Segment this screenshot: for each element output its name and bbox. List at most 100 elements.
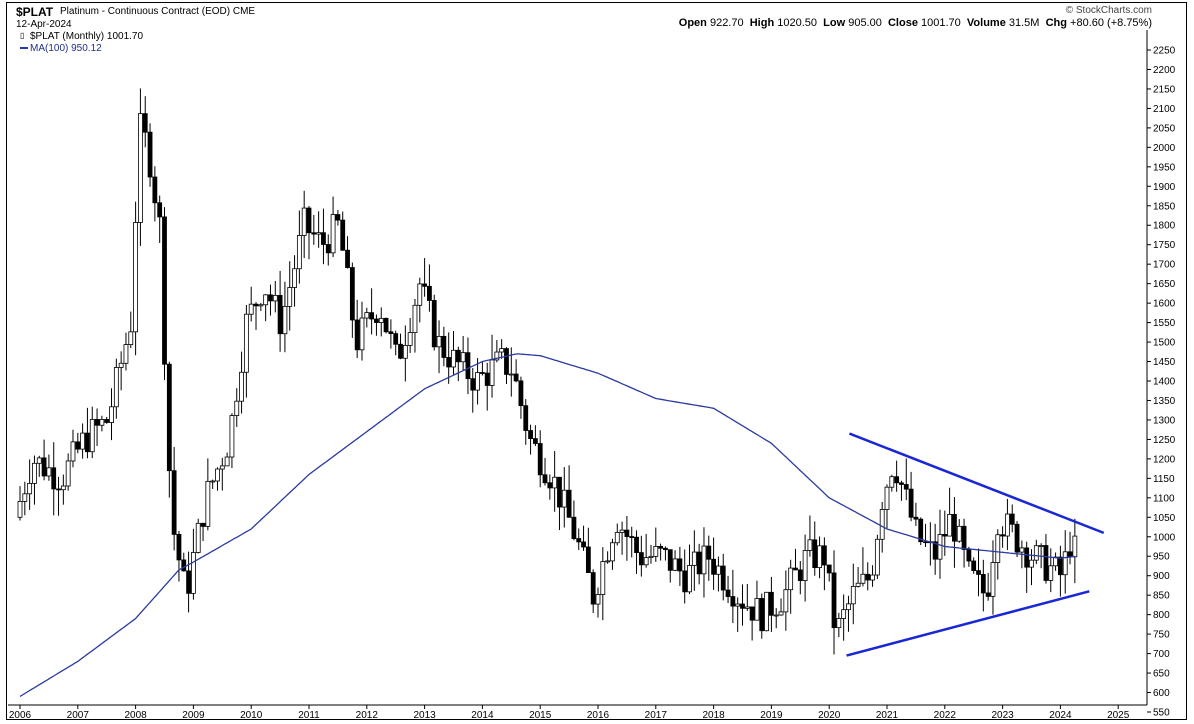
candle [773, 608, 779, 629]
candle [427, 264, 432, 312]
candle-body-up [990, 562, 996, 597]
candle [523, 399, 529, 445]
candle [918, 517, 924, 546]
candle [287, 261, 293, 331]
ma-line [19, 353, 1075, 697]
candle-body-down [865, 573, 871, 581]
candle-body-down [374, 318, 379, 323]
candles [17, 88, 1078, 655]
candle [826, 564, 832, 582]
candle [585, 527, 591, 573]
chart-frame [6, 2, 1187, 720]
candle-body-up [475, 372, 480, 391]
candle-body-down [104, 419, 110, 423]
candle-body-up [691, 551, 697, 566]
candle [629, 526, 635, 558]
candle-body-down [629, 536, 635, 538]
candle-body-up [778, 611, 784, 616]
candle-body-down [56, 488, 61, 491]
y-tick-label: 1800 [1153, 221, 1176, 232]
candle-body-up [436, 335, 442, 348]
candle-body-up [32, 462, 37, 484]
candle-body-up [499, 348, 505, 353]
chg-label: Chg [1045, 17, 1067, 29]
candle [797, 561, 803, 595]
candle-body-down [1024, 547, 1030, 568]
candle [821, 537, 827, 591]
source-credit: © StockCharts.com [1065, 5, 1152, 16]
candle-body-up [113, 367, 119, 408]
candle [65, 453, 71, 491]
x-tick-label: 2012 [356, 710, 379, 721]
candle-body-down [470, 378, 476, 391]
y-tick-label: 550 [1153, 708, 1170, 719]
candle [210, 479, 216, 489]
open-value: 922.70 [709, 17, 744, 29]
candle [272, 280, 278, 313]
candle-body-down [985, 592, 991, 597]
candle-body-up [947, 514, 953, 537]
y-tick-label: 1300 [1153, 415, 1176, 426]
candle [614, 523, 620, 546]
candle [696, 543, 702, 585]
candle [128, 311, 134, 349]
candle-body-down [585, 546, 591, 573]
candle-body-down [186, 570, 191, 594]
candle-body-up [1062, 551, 1068, 576]
y-tick-label: 1000 [1153, 532, 1176, 543]
candle [759, 593, 765, 639]
candle-body-up [60, 485, 66, 491]
candle-body-down [311, 232, 317, 235]
trendline-lower [846, 590, 1090, 657]
candle-body-up [783, 589, 789, 613]
candle [899, 480, 904, 501]
candle-body-up [889, 476, 895, 488]
candle [224, 452, 230, 467]
candle [195, 518, 201, 554]
y-tick-label: 1950 [1153, 162, 1176, 173]
candle-body-up [1048, 565, 1054, 581]
y-tick-label: 2000 [1153, 143, 1176, 154]
candle [990, 540, 996, 615]
candle [1072, 518, 1078, 584]
candle-body-up [243, 313, 249, 373]
candle-body-up [1005, 513, 1010, 537]
candle [831, 550, 837, 655]
x-tick-label: 2019 [760, 710, 783, 721]
candle-body-down [383, 317, 389, 333]
candle-body-down [51, 467, 57, 490]
candle [1043, 534, 1049, 584]
candle [345, 236, 350, 269]
candle [277, 270, 283, 352]
candle [817, 536, 822, 579]
candle [499, 339, 505, 359]
candle-body-down [682, 570, 688, 593]
high-value: 1020.50 [777, 17, 818, 29]
candle-body-down [446, 357, 452, 368]
candle-body-up [70, 441, 76, 462]
candle-body-down [1058, 556, 1063, 576]
candle-body-down [658, 546, 664, 549]
candle [735, 597, 741, 632]
candle-body-down [725, 589, 731, 597]
candle [27, 459, 33, 510]
candle-body-down [903, 484, 909, 490]
candle [504, 347, 509, 384]
candle [956, 519, 962, 543]
x-axis: 2006 2007 2008 2009 2010 2011 2012 2013 2014 2015… [8, 704, 1147, 721]
y-tick-label: 800 [1153, 610, 1170, 621]
candle [99, 415, 105, 432]
candle [200, 522, 206, 542]
candle-body-up [22, 493, 28, 502]
candle-body-down [157, 202, 163, 218]
candle-body-down [484, 372, 490, 386]
candle [874, 534, 880, 580]
candle [667, 549, 673, 583]
x-tick-label: 2024 [1049, 710, 1072, 721]
candle-body-down [720, 565, 726, 591]
candle-body-up [229, 415, 235, 458]
candle-body-down [349, 267, 355, 321]
candle [1033, 539, 1039, 565]
candle [407, 317, 413, 353]
candle [658, 543, 664, 561]
